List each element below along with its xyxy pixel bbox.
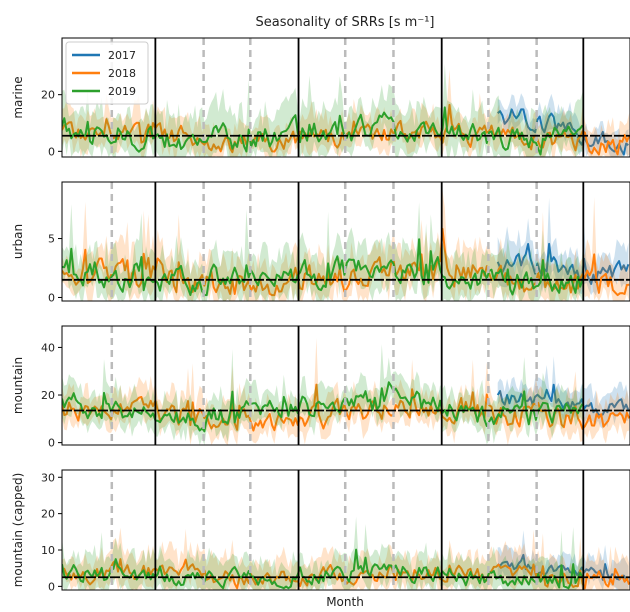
y-axis-label: urban	[11, 224, 25, 259]
band-2019	[62, 64, 583, 157]
series-line-2017	[497, 553, 629, 581]
panel-4: 0 10 20 30 mountain (capped)	[11, 469, 630, 593]
y-tick-label: 20	[41, 508, 55, 521]
legend-box	[65, 41, 149, 105]
y-tick-label: 10	[41, 544, 55, 557]
y-tick-label: 40	[41, 341, 55, 354]
chart-title: Seasonality of SRRs [s m⁻¹]	[256, 15, 435, 30]
axes-frame	[61, 37, 630, 158]
series-line-2019	[62, 238, 584, 297]
y-tick-label: 0	[48, 580, 55, 593]
y-tick-label: 5	[48, 233, 55, 246]
panel-1: 0 20 marine	[11, 37, 630, 158]
y-axis-label: marine	[11, 76, 25, 118]
series-line-2018	[62, 383, 630, 432]
series-line-2017	[496, 383, 630, 417]
series-line-2019	[62, 106, 584, 156]
y-tick-label: 30	[41, 471, 55, 484]
series-line-2019	[62, 381, 584, 433]
axes-frame	[61, 325, 630, 446]
panel-3: 0 20 40 mountain	[11, 325, 630, 450]
y-axis-label: mountain (capped)	[11, 473, 25, 588]
plot-area	[62, 337, 630, 445]
panels: 0 20 marine 0 5 urban 0 20 40 mountain 0 10 20 30 moun…	[11, 37, 630, 593]
panel-2: 0 5 urban	[11, 181, 630, 304]
band-2019	[62, 202, 583, 301]
y-tick-label: 0	[48, 291, 55, 304]
y-tick-label: 20	[41, 89, 55, 102]
y-tick-label: 0	[48, 145, 55, 158]
axes-frame	[61, 469, 630, 591]
x-axis-label: Month	[326, 595, 364, 608]
band-2018	[62, 190, 630, 301]
band-2019	[62, 516, 583, 590]
y-tick-label: 0	[48, 437, 55, 450]
legend-label-2018: 2018	[108, 67, 136, 80]
series-line-2017	[497, 108, 629, 156]
series-line-2017	[496, 242, 630, 285]
y-axis-label: mountain	[11, 357, 25, 414]
legend-label-2019: 2019	[108, 85, 136, 98]
y-tick-label: 20	[41, 389, 55, 402]
legend-label-2017: 2017	[108, 49, 136, 62]
axes-frame	[61, 181, 630, 302]
legend: 2017 2018 2019	[65, 41, 149, 105]
